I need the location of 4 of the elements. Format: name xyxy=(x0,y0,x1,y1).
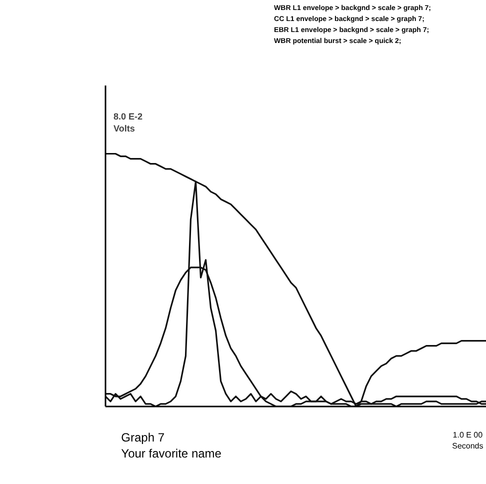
text: Graph 7 xyxy=(121,430,165,444)
x-axis-title: 1.0 E 00 Seconds xyxy=(452,430,484,450)
y-axis-title: 8.0 E-2 Volts xyxy=(114,112,143,134)
text: Your favorite name xyxy=(121,446,222,460)
